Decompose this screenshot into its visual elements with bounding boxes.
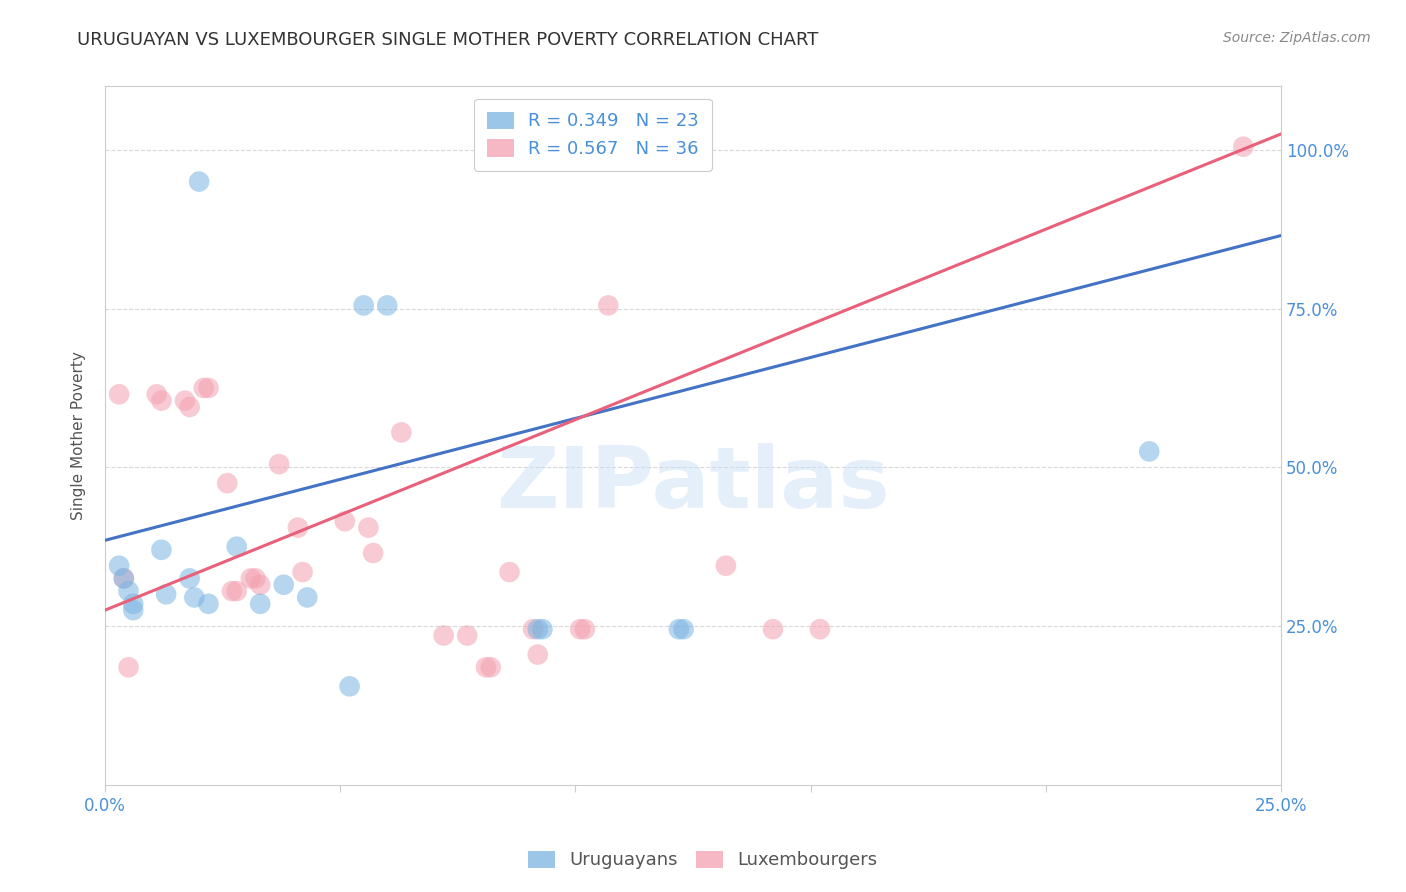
Point	[357, 521, 380, 535]
Point	[569, 622, 592, 636]
Point	[197, 597, 219, 611]
Point	[672, 622, 695, 636]
Point	[808, 622, 831, 636]
Point	[598, 298, 620, 312]
Point	[297, 591, 319, 605]
Point	[333, 514, 356, 528]
Point	[498, 565, 520, 579]
Legend: R = 0.349   N = 23, R = 0.567   N = 36: R = 0.349 N = 23, R = 0.567 N = 36	[474, 99, 711, 170]
Point	[179, 400, 201, 414]
Point	[217, 476, 239, 491]
Point	[197, 381, 219, 395]
Point	[361, 546, 384, 560]
Point	[273, 578, 295, 592]
Point	[287, 521, 309, 535]
Point	[221, 584, 243, 599]
Point	[122, 603, 145, 617]
Point	[353, 298, 375, 312]
Point	[479, 660, 502, 674]
Point	[433, 629, 456, 643]
Text: ZIPatlas: ZIPatlas	[496, 443, 890, 526]
Point	[225, 540, 247, 554]
Point	[225, 584, 247, 599]
Point	[117, 584, 139, 599]
Point	[155, 587, 177, 601]
Point	[174, 393, 197, 408]
Point	[526, 622, 548, 636]
Point	[1137, 444, 1160, 458]
Text: Source: ZipAtlas.com: Source: ZipAtlas.com	[1223, 31, 1371, 45]
Y-axis label: Single Mother Poverty: Single Mother Poverty	[72, 351, 86, 520]
Point	[526, 648, 548, 662]
Point	[239, 571, 262, 585]
Point	[108, 387, 131, 401]
Point	[375, 298, 398, 312]
Point	[531, 622, 554, 636]
Point	[762, 622, 785, 636]
Point	[249, 578, 271, 592]
Point	[1232, 139, 1254, 153]
Point	[574, 622, 596, 636]
Point	[112, 571, 135, 585]
Point	[179, 571, 201, 585]
Point	[456, 629, 478, 643]
Point	[108, 558, 131, 573]
Point	[267, 457, 290, 471]
Point	[389, 425, 412, 440]
Point	[668, 622, 690, 636]
Point	[145, 387, 167, 401]
Text: URUGUAYAN VS LUXEMBOURGER SINGLE MOTHER POVERTY CORRELATION CHART: URUGUAYAN VS LUXEMBOURGER SINGLE MOTHER …	[77, 31, 818, 49]
Point	[522, 622, 544, 636]
Point	[188, 175, 211, 189]
Point	[183, 591, 205, 605]
Point	[112, 571, 135, 585]
Point	[475, 660, 498, 674]
Point	[245, 571, 267, 585]
Point	[150, 393, 173, 408]
Point	[714, 558, 737, 573]
Point	[249, 597, 271, 611]
Legend: Uruguayans, Luxembourgers: Uruguayans, Luxembourgers	[519, 842, 887, 879]
Point	[193, 381, 215, 395]
Point	[291, 565, 314, 579]
Point	[117, 660, 139, 674]
Point	[339, 679, 361, 693]
Point	[150, 542, 173, 557]
Point	[122, 597, 145, 611]
